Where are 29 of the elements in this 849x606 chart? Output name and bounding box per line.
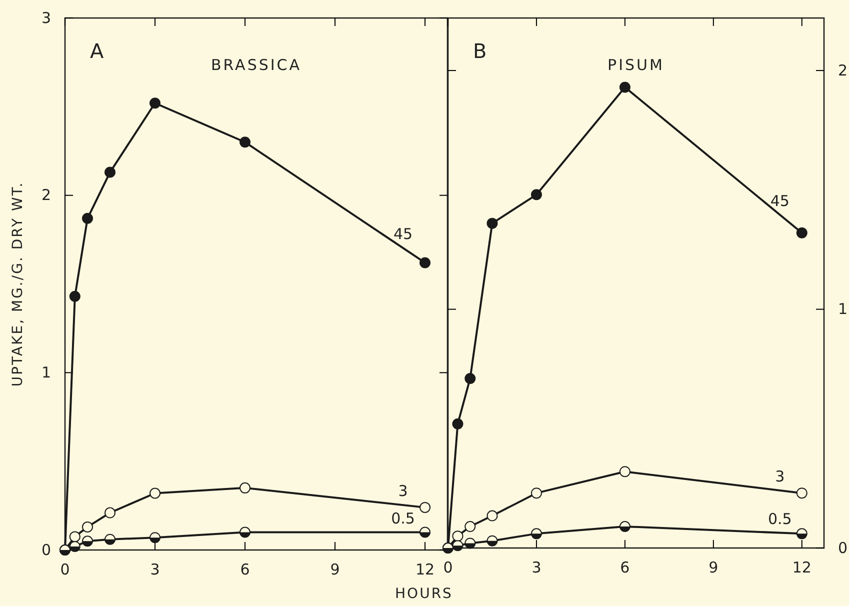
x-tick-label: 12 <box>415 560 435 579</box>
annotation: A <box>90 39 104 63</box>
y-tick-label: 3 <box>41 8 51 27</box>
series-label: 45 <box>393 224 413 243</box>
series-label: 0.5 <box>768 510 792 528</box>
x-tick-label: 3 <box>532 558 542 577</box>
series-label: 3 <box>775 467 785 486</box>
series-label: 0.5 <box>391 509 415 528</box>
y-tick-label: 2 <box>41 186 51 204</box>
y2-tick-label: 1 <box>838 300 848 318</box>
x-tick-label: 6 <box>620 558 630 577</box>
x-tick-label: 9 <box>708 558 718 577</box>
x-axis-title: HOURS <box>395 586 453 602</box>
y-axis-title: UPTAKE, MG./G. DRY WT. <box>10 181 26 387</box>
x-tick-label: 3 <box>150 560 160 579</box>
text: PISUM <box>608 56 664 74</box>
text: BRASSICA <box>210 56 302 74</box>
x-tick-label: 9 <box>330 560 340 579</box>
x-tick-label: 6 <box>240 560 250 579</box>
y2-tick-label: 2 <box>838 61 848 80</box>
annotation: B <box>473 39 487 63</box>
series-label: 3 <box>398 482 408 500</box>
y2-tick-label: 0 <box>838 538 848 557</box>
y-tick-label: 1 <box>41 363 51 382</box>
x-tick-label: 0 <box>60 560 70 579</box>
x-tick-label: 0 <box>443 558 453 577</box>
x-tick-label: 12 <box>792 558 812 577</box>
y-tick-label: 0 <box>41 540 51 559</box>
series-label: 45 <box>770 192 790 210</box>
